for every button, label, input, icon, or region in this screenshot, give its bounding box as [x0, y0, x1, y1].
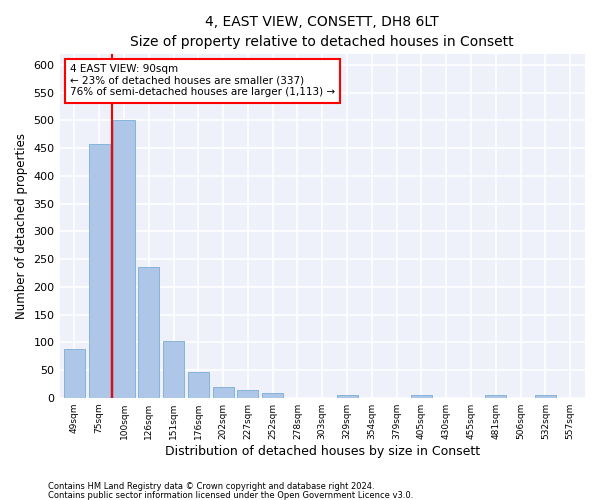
- Bar: [535, 396, 556, 398]
- Y-axis label: Number of detached properties: Number of detached properties: [15, 133, 28, 319]
- Bar: [212, 386, 233, 398]
- Bar: [163, 340, 184, 398]
- Bar: [411, 396, 432, 398]
- Bar: [188, 372, 209, 398]
- Bar: [138, 268, 160, 398]
- Text: 4 EAST VIEW: 90sqm
← 23% of detached houses are smaller (337)
76% of semi-detach: 4 EAST VIEW: 90sqm ← 23% of detached hou…: [70, 64, 335, 98]
- Text: Contains public sector information licensed under the Open Government Licence v3: Contains public sector information licen…: [48, 490, 413, 500]
- Bar: [337, 395, 358, 398]
- Bar: [485, 396, 506, 398]
- Bar: [262, 394, 283, 398]
- X-axis label: Distribution of detached houses by size in Consett: Distribution of detached houses by size …: [165, 444, 480, 458]
- Bar: [89, 144, 110, 398]
- Bar: [113, 120, 134, 398]
- Text: Contains HM Land Registry data © Crown copyright and database right 2024.: Contains HM Land Registry data © Crown c…: [48, 482, 374, 491]
- Title: 4, EAST VIEW, CONSETT, DH8 6LT
Size of property relative to detached houses in C: 4, EAST VIEW, CONSETT, DH8 6LT Size of p…: [130, 15, 514, 48]
- Bar: [238, 390, 259, 398]
- Bar: [64, 349, 85, 398]
